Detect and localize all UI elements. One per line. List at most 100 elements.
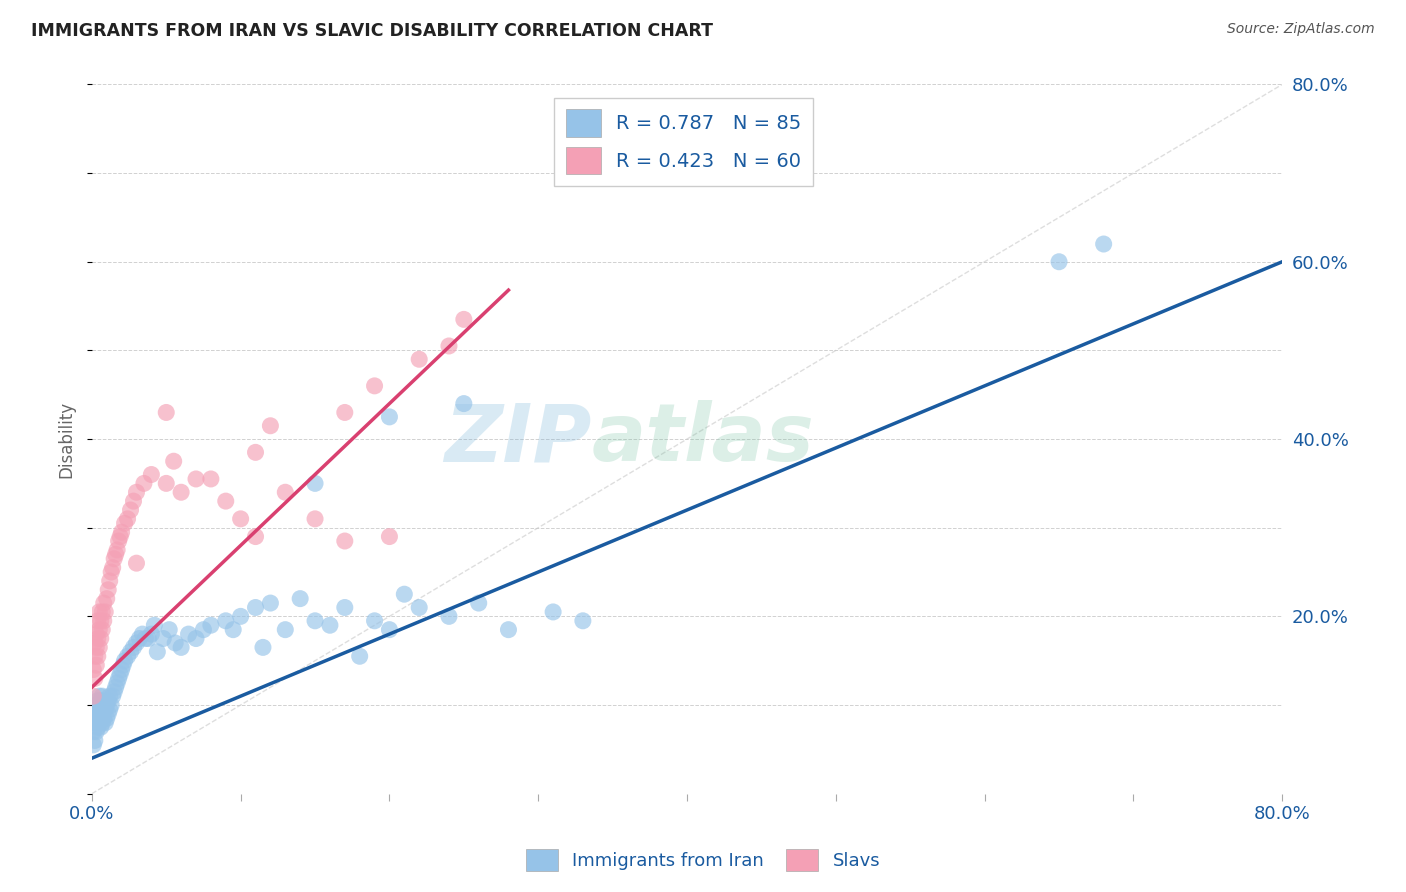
Point [94,605,117,619]
Point [349,649,371,664]
Point [229,609,252,624]
Point [453,312,475,326]
Point [90,720,112,734]
Point [103,551,125,566]
Point [143,618,166,632]
Y-axis label: Disability: Disability [58,401,75,477]
Point [114,516,136,531]
Text: atlas: atlas [592,400,814,478]
Point [114,654,136,668]
Point [82,663,104,677]
Point [378,530,401,544]
Legend: Immigrants from Iran, Slavs: Immigrants from Iran, Slavs [519,842,887,879]
Point [89,623,111,637]
Text: Source: ZipAtlas.com: Source: ZipAtlas.com [1227,22,1375,37]
Point [128,632,150,646]
Point [97,693,120,707]
Point [104,547,127,561]
Point [152,632,174,646]
Point [91,702,114,716]
Point [453,396,475,410]
Point [82,738,104,752]
Point [96,698,118,712]
Point [572,614,595,628]
Point [91,623,114,637]
Point [120,645,142,659]
Point [541,605,564,619]
Point [259,418,281,433]
Point [165,636,187,650]
Point [378,623,401,637]
Point [1047,254,1070,268]
Point [89,715,111,730]
Point [184,632,207,646]
Point [103,684,125,698]
Point [245,530,267,544]
Point [93,698,115,712]
Point [274,623,297,637]
Point [94,702,117,716]
Point [437,609,460,624]
Point [155,476,177,491]
Point [215,614,238,628]
Point [101,689,124,703]
Point [363,614,385,628]
Point [87,632,110,646]
Point [288,591,311,606]
Point [110,663,132,677]
Point [89,640,111,655]
Point [122,494,145,508]
Point [215,494,238,508]
Point [177,627,200,641]
Point [82,724,104,739]
Point [304,476,326,491]
Legend: R = 0.787   N = 85, R = 0.423   N = 60: R = 0.787 N = 85, R = 0.423 N = 60 [554,98,813,186]
Point [222,623,245,637]
Point [408,352,430,367]
Point [83,649,105,664]
Point [333,600,356,615]
Point [155,405,177,419]
Point [87,649,110,664]
Point [83,733,105,747]
Point [245,600,267,615]
Point [131,627,153,641]
Point [163,454,186,468]
Point [84,627,107,641]
Point [138,632,160,646]
Point [108,530,131,544]
Point [84,698,107,712]
Point [84,640,107,655]
Point [93,596,115,610]
Point [87,706,110,721]
Point [125,636,148,650]
Point [252,640,274,655]
Point [90,614,112,628]
Point [408,600,430,615]
Point [83,706,105,721]
Point [304,614,326,628]
Point [91,605,114,619]
Point [304,512,326,526]
Point [170,485,193,500]
Point [319,618,342,632]
Point [104,681,127,695]
Point [245,445,267,459]
Text: IMMIGRANTS FROM IRAN VS SLAVIC DISABILITY CORRELATION CHART: IMMIGRANTS FROM IRAN VS SLAVIC DISABILIT… [31,22,713,40]
Point [89,702,111,716]
Point [274,485,297,500]
Point [94,715,117,730]
Point [333,405,356,419]
Point [98,574,121,588]
Point [100,698,122,712]
Point [467,596,489,610]
Point [96,591,118,606]
Point [1092,237,1115,252]
Point [363,379,385,393]
Point [394,587,416,601]
Point [100,565,122,579]
Point [93,711,115,725]
Point [107,534,129,549]
Point [141,467,163,482]
Point [101,560,124,574]
